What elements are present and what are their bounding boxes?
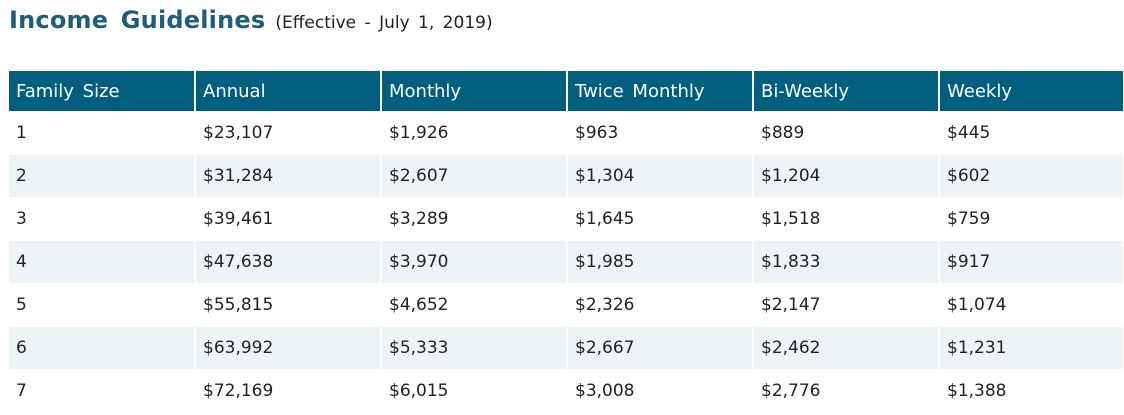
cell-weekly: $445: [939, 111, 1123, 155]
table-row: 2 $31,284 $2,607 $1,304 $1,204 $602: [9, 154, 1123, 198]
page-title: Income Guidelines: [9, 6, 266, 34]
cell-weekly: $602: [939, 154, 1123, 198]
cell-annual: $23,107: [195, 111, 382, 155]
table-row: 6 $63,992 $5,333 $2,667 $2,462 $1,231: [9, 326, 1123, 370]
column-header-family-size: Family Size: [9, 71, 196, 112]
cell-twice-monthly: $3,008: [567, 369, 754, 412]
cell-family-size: 7: [9, 369, 196, 412]
cell-monthly: $2,607: [381, 154, 568, 198]
cell-family-size: 3: [9, 197, 196, 241]
table-row: 4 $47,638 $3,970 $1,985 $1,833 $917: [9, 240, 1123, 284]
cell-weekly: $917: [939, 240, 1123, 284]
cell-family-size: 4: [9, 240, 196, 284]
cell-twice-monthly: $2,667: [567, 326, 754, 370]
cell-annual: $31,284: [195, 154, 382, 198]
cell-weekly: $1,388: [939, 369, 1123, 412]
cell-family-size: 6: [9, 326, 196, 370]
table-header-row: Family Size Annual Monthly Twice Monthly…: [9, 71, 1123, 112]
table-row: 7 $72,169 $6,015 $3,008 $2,776 $1,388: [9, 369, 1123, 412]
cell-monthly: $1,926: [381, 111, 568, 155]
cell-twice-monthly: $1,645: [567, 197, 754, 241]
cell-annual: $63,992: [195, 326, 382, 370]
table-row: 5 $55,815 $4,652 $2,326 $2,147 $1,074: [9, 283, 1123, 327]
cell-monthly: $4,652: [381, 283, 568, 327]
cell-family-size: 2: [9, 154, 196, 198]
column-header-weekly: Weekly: [939, 71, 1123, 112]
cell-monthly: $5,333: [381, 326, 568, 370]
column-header-twice-monthly: Twice Monthly: [567, 71, 754, 112]
cell-weekly: $759: [939, 197, 1123, 241]
cell-annual: $72,169: [195, 369, 382, 412]
column-header-annual: Annual: [195, 71, 382, 112]
table-row: 3 $39,461 $3,289 $1,645 $1,518 $759: [9, 197, 1123, 241]
income-guidelines-table: Family Size Annual Monthly Twice Monthly…: [9, 71, 1123, 412]
column-header-monthly: Monthly: [381, 71, 568, 112]
column-header-bi-weekly: Bi-Weekly: [753, 71, 940, 112]
cell-annual: $55,815: [195, 283, 382, 327]
cell-weekly: $1,074: [939, 283, 1123, 327]
cell-bi-weekly: $2,462: [753, 326, 940, 370]
cell-family-size: 5: [9, 283, 196, 327]
cell-annual: $47,638: [195, 240, 382, 284]
cell-bi-weekly: $1,833: [753, 240, 940, 284]
cell-weekly: $1,231: [939, 326, 1123, 370]
cell-bi-weekly: $1,518: [753, 197, 940, 241]
cell-monthly: $3,970: [381, 240, 568, 284]
cell-monthly: $6,015: [381, 369, 568, 412]
cell-bi-weekly: $889: [753, 111, 940, 155]
cell-twice-monthly: $1,304: [567, 154, 754, 198]
cell-bi-weekly: $2,776: [753, 369, 940, 412]
cell-twice-monthly: $2,326: [567, 283, 754, 327]
cell-annual: $39,461: [195, 197, 382, 241]
page-heading: Income Guidelines (Effective - July 1, 20…: [9, 6, 493, 34]
cell-family-size: 1: [9, 111, 196, 155]
cell-monthly: $3,289: [381, 197, 568, 241]
cell-twice-monthly: $963: [567, 111, 754, 155]
effective-date: (Effective - July 1, 2019): [275, 13, 493, 33]
table-row: 1 $23,107 $1,926 $963 $889 $445: [9, 111, 1123, 155]
cell-bi-weekly: $2,147: [753, 283, 940, 327]
cell-twice-monthly: $1,985: [567, 240, 754, 284]
cell-bi-weekly: $1,204: [753, 154, 940, 198]
